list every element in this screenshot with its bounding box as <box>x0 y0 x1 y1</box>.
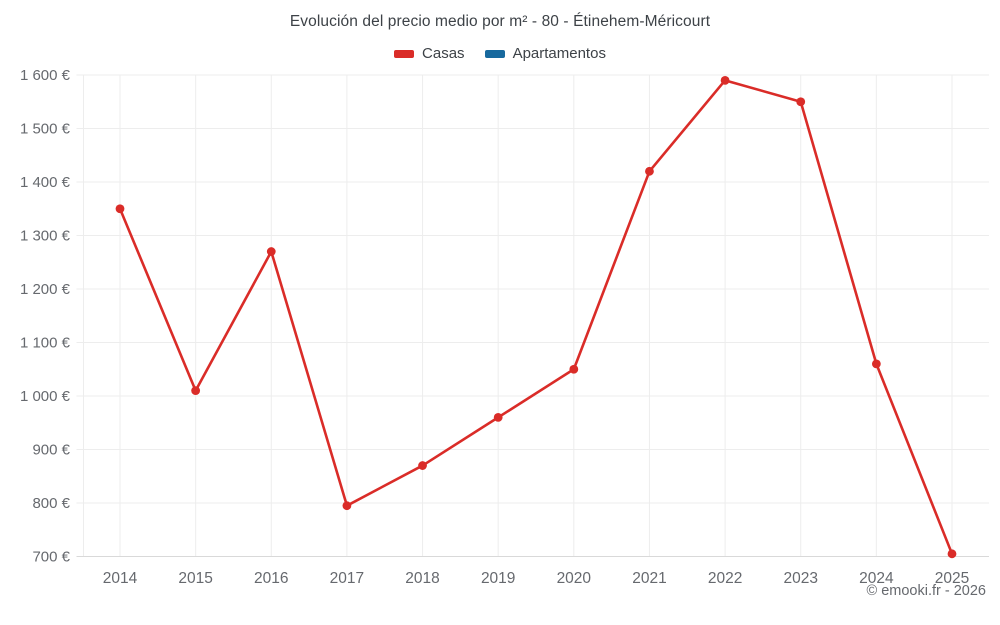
data-point-casas-2015[interactable] <box>191 386 201 396</box>
y-axis-tick-label: 1 200 € <box>20 281 71 298</box>
y-axis-tick-label: 700 € <box>32 549 70 566</box>
legend-label-apartamentos: Apartamentos <box>512 45 606 62</box>
legend-label-casas: Casas <box>422 45 465 62</box>
x-axis-tick-label: 2017 <box>330 570 364 587</box>
data-point-casas-2021[interactable] <box>645 166 654 176</box>
x-axis-tick-label: 2015 <box>178 570 212 587</box>
data-point-casas-2023[interactable] <box>796 97 806 107</box>
y-axis-tick-label: 1 300 € <box>20 228 71 245</box>
x-axis-tick-label: 2020 <box>557 570 592 587</box>
data-point-casas-2018[interactable] <box>418 461 427 470</box>
x-axis-tick-label: 2016 <box>254 570 288 587</box>
data-point-casas-2020[interactable] <box>569 364 579 374</box>
data-point-casas-2017[interactable] <box>342 501 352 511</box>
y-axis-tick-label: 1 400 € <box>20 174 71 191</box>
data-point-casas-2022[interactable] <box>720 75 730 85</box>
x-axis-tick-label: 2022 <box>708 570 742 587</box>
x-axis-tick-label: 2014 <box>103 570 138 587</box>
x-axis-tick-label: 2025 <box>935 570 969 587</box>
chart-legend: Casas Apartamentos <box>0 45 1000 62</box>
y-axis-tick-label: 1 000 € <box>20 388 71 405</box>
legend-item-casas[interactable]: Casas <box>394 45 465 62</box>
x-axis-tick-label: 2024 <box>859 570 894 587</box>
y-axis-tick-label: 1 600 € <box>20 67 71 84</box>
x-axis-tick-label: 2018 <box>405 570 439 587</box>
data-point-casas-2024[interactable] <box>871 359 881 369</box>
y-axis-tick-label: 900 € <box>32 442 70 459</box>
data-point-casas-2025[interactable] <box>947 549 957 559</box>
data-point-casas-2014[interactable] <box>115 204 125 214</box>
x-axis-tick-label: 2021 <box>632 570 666 587</box>
y-axis-tick-label: 800 € <box>32 495 70 512</box>
apartamentos-legend-marker-icon <box>484 49 505 58</box>
x-axis-tick-label: 2019 <box>481 570 515 587</box>
series-line-casas <box>118 79 954 556</box>
casas-legend-marker-icon <box>394 49 415 58</box>
copyright-text: © emooki.fr - 2026 <box>866 583 986 599</box>
chart-title: Evolución del precio medio por m² - 80 -… <box>289 13 711 30</box>
y-axis-tick-label: 1 100 € <box>20 335 71 352</box>
x-axis-tick-label: 2023 <box>783 570 817 587</box>
data-point-casas-2019[interactable] <box>493 413 503 422</box>
legend-item-apartamentos[interactable]: Apartamentos <box>484 45 606 62</box>
data-point-casas-2016[interactable] <box>266 247 276 256</box>
y-axis-tick-label: 1 500 € <box>20 121 71 138</box>
